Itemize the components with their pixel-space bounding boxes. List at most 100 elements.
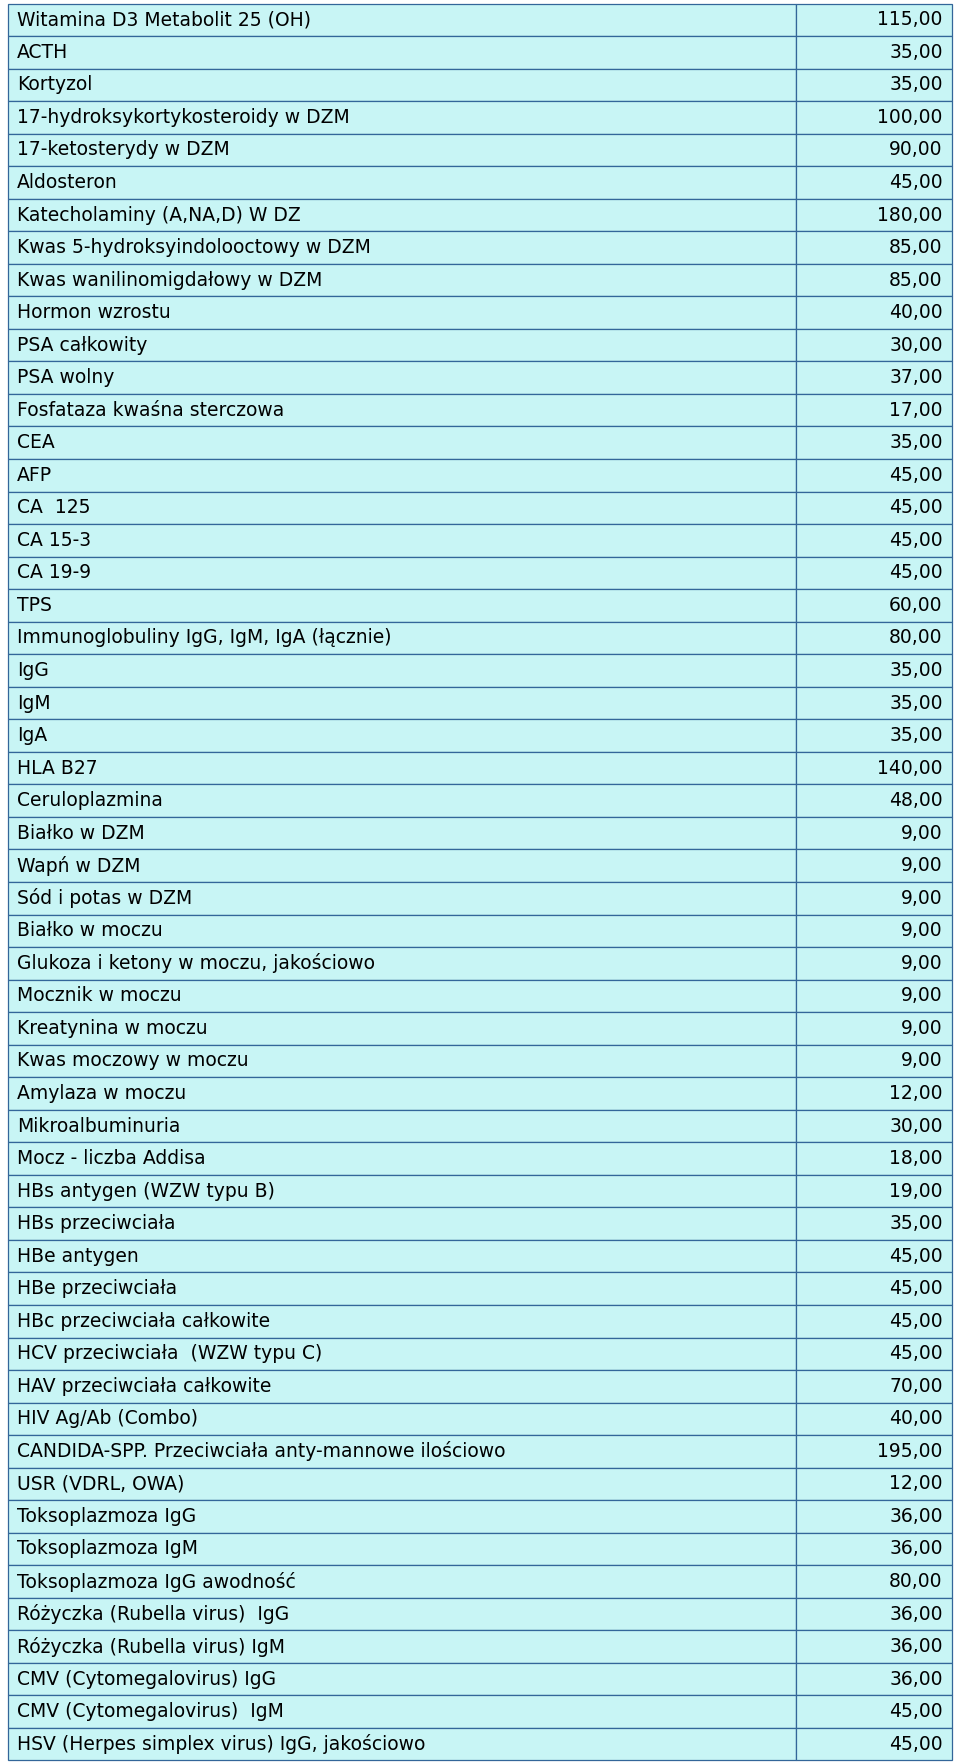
Text: 36,00: 36,00 [889,1605,943,1623]
Text: HBs przeciwciała: HBs przeciwciała [17,1214,176,1233]
Text: 35,00: 35,00 [889,693,943,713]
Text: Białko w moczu: Białko w moczu [17,921,163,940]
Text: 35,00: 35,00 [889,42,943,62]
Text: 80,00: 80,00 [889,1572,943,1591]
Text: Katecholaminy (A,NA,D) W DZ: Katecholaminy (A,NA,D) W DZ [17,206,301,224]
Bar [8,134,797,166]
Text: 30,00: 30,00 [889,1117,943,1136]
Text: 37,00: 37,00 [889,369,943,386]
Text: HSV (Herpes simplex virus) IgG, jakościowo: HSV (Herpes simplex virus) IgG, jakościo… [17,1734,425,1753]
Bar [8,1078,797,1110]
Text: 195,00: 195,00 [877,1441,943,1461]
Text: 140,00: 140,00 [877,759,943,778]
Text: 180,00: 180,00 [877,206,943,224]
Bar [797,914,952,947]
Bar [797,1337,952,1371]
Text: 45,00: 45,00 [889,531,943,550]
Bar [797,265,952,296]
Text: 45,00: 45,00 [889,1702,943,1722]
Bar [797,296,952,328]
Text: Wapń w DZM: Wapń w DZM [17,856,141,875]
Bar [797,1436,952,1468]
Bar [8,914,797,947]
Bar [797,720,952,751]
Bar [8,296,797,328]
Text: 9,00: 9,00 [901,856,943,875]
Bar [8,362,797,393]
Text: Sód i potas w DZM: Sód i potas w DZM [17,889,193,908]
Text: IgA: IgA [17,727,48,744]
Bar [797,328,952,362]
Text: Kortyzol: Kortyzol [17,76,93,93]
Text: 80,00: 80,00 [889,628,943,647]
Text: 9,00: 9,00 [901,921,943,940]
Text: 36,00: 36,00 [889,1506,943,1526]
Text: 70,00: 70,00 [889,1378,943,1395]
Bar [797,4,952,35]
Bar [8,1371,797,1402]
Bar [797,427,952,459]
Bar [8,557,797,589]
Text: Ceruloplazmina: Ceruloplazmina [17,792,163,810]
Bar [8,427,797,459]
Text: HAV przeciwciała całkowite: HAV przeciwciała całkowite [17,1378,272,1395]
Text: 45,00: 45,00 [889,499,943,517]
Text: 35,00: 35,00 [889,662,943,679]
Text: 9,00: 9,00 [901,889,943,908]
Text: Toksoplazmoza IgG: Toksoplazmoza IgG [17,1506,197,1526]
Bar [8,1499,797,1533]
Bar [8,1630,797,1663]
Bar [797,1013,952,1044]
Bar [8,621,797,654]
Bar [8,1143,797,1175]
Bar [797,524,952,557]
Text: 9,00: 9,00 [901,1020,943,1037]
Text: 17-ketosterydy w DZM: 17-ketosterydy w DZM [17,141,230,159]
Bar [797,654,952,686]
Bar [8,524,797,557]
Bar [8,265,797,296]
Bar [797,1468,952,1499]
Text: 45,00: 45,00 [889,466,943,485]
Text: HBs antygen (WZW typu B): HBs antygen (WZW typu B) [17,1182,276,1201]
Bar [797,1499,952,1533]
Bar [8,979,797,1013]
Bar [797,589,952,621]
Bar [8,751,797,785]
Bar [797,850,952,882]
Text: PSA całkowity: PSA całkowity [17,335,148,355]
Text: IgG: IgG [17,662,49,679]
Bar [797,362,952,393]
Text: 9,00: 9,00 [901,824,943,843]
Bar [8,1013,797,1044]
Bar [797,1598,952,1630]
Text: 45,00: 45,00 [889,1247,943,1265]
Bar [8,686,797,720]
Bar [8,492,797,524]
Text: 12,00: 12,00 [889,1475,943,1494]
Text: 18,00: 18,00 [889,1148,943,1168]
Text: 90,00: 90,00 [889,141,943,159]
Text: 17,00: 17,00 [889,400,943,420]
Bar [8,1240,797,1272]
Bar [8,393,797,427]
Text: Różyczka (Rubella virus)  IgG: Różyczka (Rubella virus) IgG [17,1603,290,1625]
Text: 36,00: 36,00 [889,1540,943,1558]
Text: 12,00: 12,00 [889,1085,943,1102]
Text: HBe antygen: HBe antygen [17,1247,139,1265]
Text: CEA: CEA [17,434,55,452]
Bar [8,328,797,362]
Bar [797,1143,952,1175]
Bar [8,882,797,914]
Bar [797,1402,952,1436]
Bar [797,134,952,166]
Text: AFP: AFP [17,466,53,485]
Bar [797,1371,952,1402]
Text: Toksoplazmoza IgM: Toksoplazmoza IgM [17,1540,199,1558]
Bar [797,1729,952,1760]
Bar [797,1565,952,1598]
Text: 9,00: 9,00 [901,986,943,1005]
Bar [797,199,952,231]
Text: Glukoza i ketony w moczu, jakościowo: Glukoza i ketony w moczu, jakościowo [17,953,375,974]
Text: HCV przeciwciała  (WZW typu C): HCV przeciwciała (WZW typu C) [17,1344,323,1364]
